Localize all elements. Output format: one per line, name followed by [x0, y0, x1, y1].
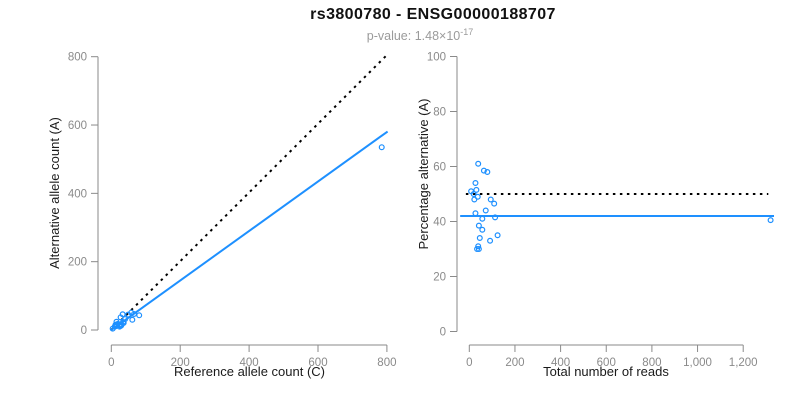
data-point — [479, 215, 486, 222]
y-tick-label: 60 — [433, 162, 446, 174]
x-tick-label: 600 — [308, 357, 327, 369]
data-point — [129, 316, 136, 323]
left-x-axis-title: Reference allele count (C) — [173, 364, 326, 379]
data-point — [474, 246, 481, 253]
data-point — [470, 191, 477, 198]
y-tick-label: 200 — [68, 257, 87, 269]
y-tick-label: 80 — [433, 107, 446, 119]
data-point — [131, 310, 138, 317]
data-point — [767, 217, 774, 224]
data-point — [479, 226, 486, 233]
percentage-plot: 0 200 400 600 800 1,000 1,200 0 20 40 60 80 100 — [427, 52, 775, 369]
data-point — [476, 235, 483, 242]
data-point — [494, 232, 501, 239]
data-point — [472, 180, 479, 187]
identity-line — [110, 53, 389, 331]
p-value-text: p-value: 1.48×10 — [366, 29, 461, 44]
right-x-axis-title: Total number of reads — [543, 364, 669, 379]
x-tick-label: 400 — [551, 357, 570, 369]
data-point — [484, 169, 491, 176]
x-tick-label: 0 — [108, 357, 114, 369]
fit-line — [110, 130, 389, 331]
y-tick-label: 100 — [427, 52, 446, 64]
y-tick-label: 40 — [433, 217, 446, 229]
y-tick-label: 800 — [68, 52, 87, 64]
x-tick-label: 1,000 — [683, 357, 712, 369]
data-point — [473, 186, 480, 193]
x-tick-label: 1,200 — [729, 357, 758, 369]
data-point — [472, 210, 479, 217]
x-tick-label: 800 — [377, 357, 396, 369]
data-point — [475, 243, 482, 250]
x-tick-label: 200 — [505, 357, 524, 369]
data-point — [482, 207, 489, 214]
data-point — [487, 237, 494, 244]
x-tick-label: 400 — [240, 357, 259, 369]
p-value-exponent: -17 — [460, 27, 474, 37]
allele-count-plot: 0 200 400 600 800 0 200 400 600 800 — [68, 52, 397, 369]
y-tick-label: 400 — [68, 188, 87, 200]
x-tick-label: 600 — [597, 357, 616, 369]
x-tick-label: 0 — [466, 357, 472, 369]
y-tick-label: 600 — [68, 120, 87, 132]
data-point — [119, 311, 126, 318]
data-point — [475, 246, 482, 253]
y-tick-label: 0 — [440, 327, 446, 339]
data-point — [475, 222, 482, 229]
y-tick-label: 0 — [81, 325, 87, 337]
data-point — [475, 160, 482, 167]
data-point — [471, 196, 478, 203]
data-point — [480, 167, 487, 174]
x-tick-label: 200 — [171, 357, 190, 369]
data-point — [492, 214, 499, 221]
data-point — [136, 312, 143, 319]
data-point — [487, 196, 494, 203]
right-y-axis-title: Percentage alternative (A) — [416, 98, 431, 250]
left-y-axis-title: Alternative allele count (A) — [47, 117, 62, 269]
y-tick-label: 20 — [433, 272, 446, 284]
data-point — [491, 200, 498, 207]
data-point — [116, 323, 123, 330]
data-point — [378, 144, 385, 151]
x-tick-label: 800 — [642, 357, 661, 369]
page-title: rs3800780 - ENSG00000188707 — [310, 6, 556, 23]
p-value-subtitle: p-value: 1.48×10-17 — [20, 27, 800, 43]
